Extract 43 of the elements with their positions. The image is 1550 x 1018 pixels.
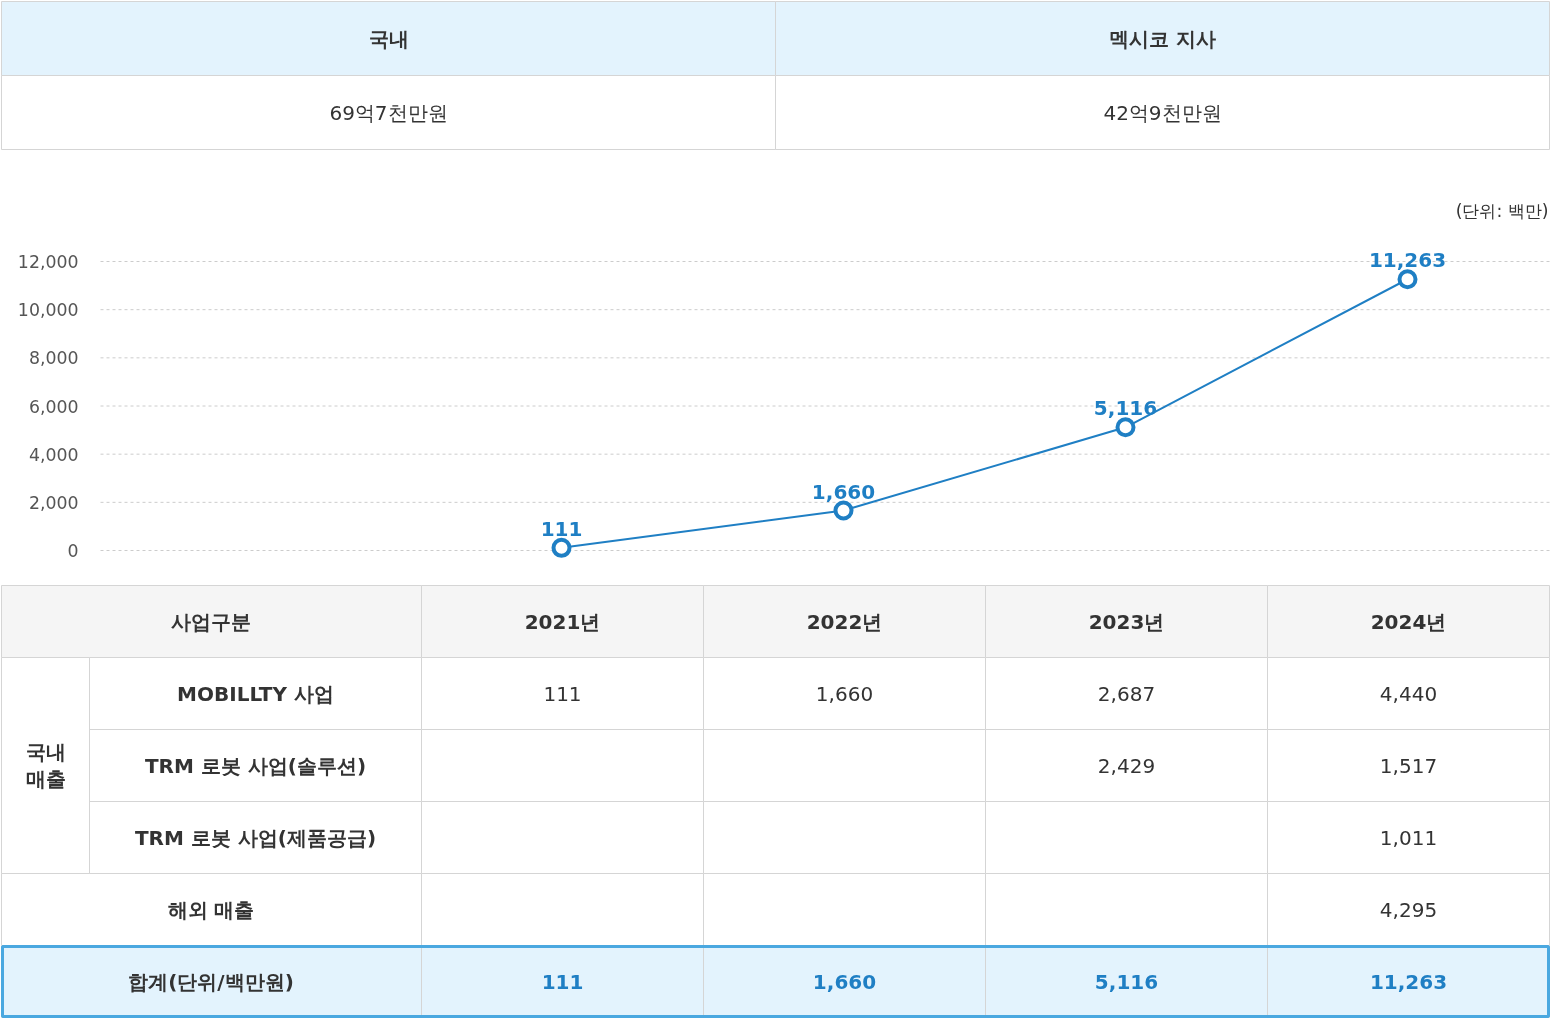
text: 1,660 (812, 969, 877, 994)
text: 국내 매출 (25, 740, 66, 791)
y-tick-label: 4,000 (28, 444, 79, 465)
point (1115, 417, 1136, 438)
text: 사업구분 (171, 609, 251, 634)
text: TRM 로봇 사업(제품공급) (134, 825, 377, 850)
annotation: 11,263 (1368, 248, 1447, 273)
annotation: 111 (540, 516, 583, 541)
y-tick-label: 12,000 (17, 252, 79, 272)
text: 국내 (368, 26, 409, 51)
annotation: 5,116 (1093, 396, 1158, 421)
y-tick-label: 0 (67, 541, 79, 561)
text: 2022년 (806, 609, 883, 634)
y-tick-label: 6,000 (28, 396, 79, 417)
text: 4,295 (1379, 897, 1438, 922)
text: 1,011 (1379, 825, 1438, 850)
text: 42억9천만원 (1103, 100, 1222, 125)
text: 1,660 (815, 681, 874, 706)
text: 11,263 (1369, 969, 1448, 994)
text: 4,440 (1379, 681, 1438, 706)
text: TRM 로봇 사업(솔루션) (144, 753, 367, 778)
point (1397, 269, 1418, 290)
annotation: 1,660 (811, 479, 876, 504)
y-tick-label: 10,000 (17, 300, 79, 321)
y-tick-label: 2,000 (28, 492, 79, 513)
text: 1,517 (1379, 753, 1438, 778)
point (833, 500, 854, 521)
text: 2,687 (1097, 681, 1156, 706)
text: 2,429 (1097, 753, 1156, 778)
text: 5,116 (1094, 969, 1159, 994)
text: 2024년 (1370, 609, 1447, 634)
y-tick-label: 8,000 (28, 348, 79, 369)
text: 2023년 (1088, 609, 1165, 634)
text: (단위: 백만) (1455, 200, 1549, 221)
text: 멕시코 지사 (1109, 26, 1216, 51)
text: MOBILLTY 사업 (177, 681, 334, 706)
text: 111 (541, 969, 584, 994)
text: 해외 매출 (167, 897, 255, 922)
text: 2021년 (524, 609, 601, 634)
text: 합계(단위/백만원) (128, 969, 294, 994)
text: 69억7천만원 (329, 100, 448, 125)
text: 111 (543, 681, 582, 706)
point (551, 537, 572, 558)
